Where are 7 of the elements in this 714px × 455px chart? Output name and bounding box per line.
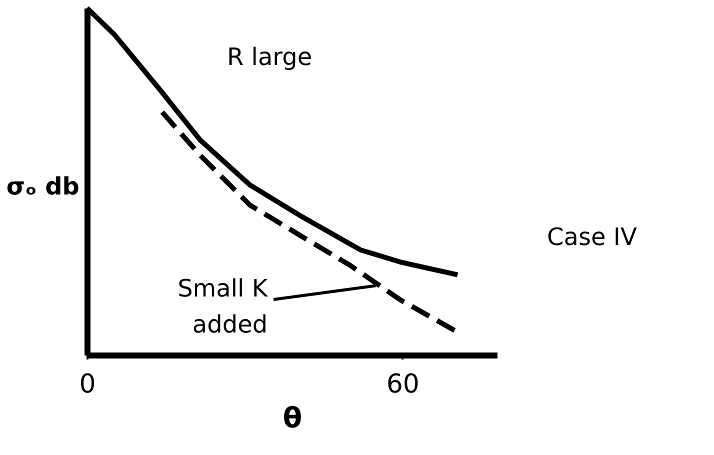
- y-axis-title: σₒ db: [6, 172, 80, 200]
- x-tick-label: 0: [79, 370, 96, 400]
- x-axis-title: θ: [282, 402, 302, 434]
- x-tick-label: 60: [386, 370, 420, 400]
- annotation: R large: [227, 43, 312, 71]
- annotation: Small K added: [178, 274, 269, 338]
- text: Case IV: [547, 223, 638, 251]
